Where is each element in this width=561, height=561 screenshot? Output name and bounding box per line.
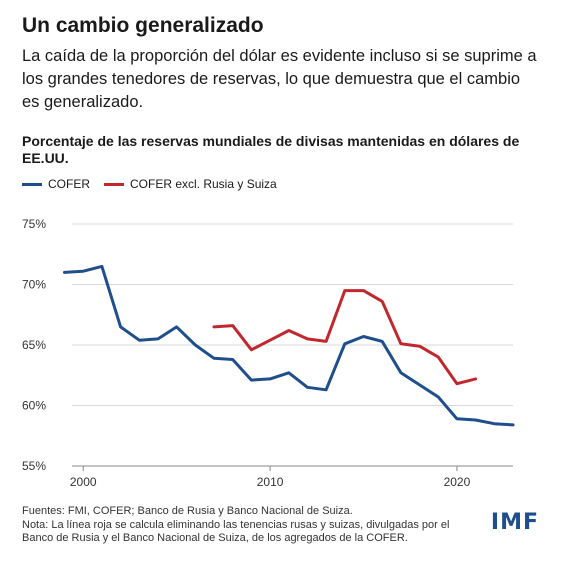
- x-tick-label: 2020: [444, 475, 471, 489]
- imf-logo: IMF: [490, 510, 539, 535]
- legend-swatch-cofer: [22, 182, 42, 186]
- y-tick-label: 65%: [22, 338, 46, 352]
- footer-note: Nota: La línea roja se calcula eliminand…: [22, 518, 450, 545]
- legend: COFER COFER excl. Rusia y Suiza: [22, 177, 291, 191]
- legend-item-cofer: COFER: [22, 177, 90, 191]
- y-tick-label: 70%: [22, 278, 46, 292]
- legend-item-cofer-excl: COFER excl. Rusia y Suiza: [104, 177, 277, 191]
- legend-swatch-cofer-excl: [104, 182, 124, 186]
- legend-label-cofer: COFER: [48, 177, 90, 191]
- line-chart: 55% 60% 65% 70% 75% 2000 2010 2020: [22, 217, 515, 489]
- series-line-cofer-excl: [212, 289, 478, 386]
- footer: Fuentes: FMI, COFER; Banco de Rusia y Ba…: [22, 505, 462, 546]
- y-tick-label: 75%: [22, 217, 46, 231]
- series-line-cofer: [63, 264, 515, 427]
- legend-label-cofer-excl: COFER excl. Rusia y Suiza: [130, 177, 277, 191]
- headline: Un cambio generalizado: [22, 14, 264, 37]
- x-tick-label: 2010: [257, 475, 284, 489]
- chart-title: Porcentaje de las reservas mundiales de …: [22, 133, 520, 166]
- x-tick-label: 2000: [70, 475, 97, 489]
- y-tick-label: 60%: [22, 399, 46, 413]
- subhead: La caída de la proporción del dólar es e…: [22, 47, 537, 111]
- y-tick-label: 55%: [22, 459, 46, 473]
- footer-sources: Fuentes: FMI, COFER; Banco de Rusia y Ba…: [22, 505, 353, 517]
